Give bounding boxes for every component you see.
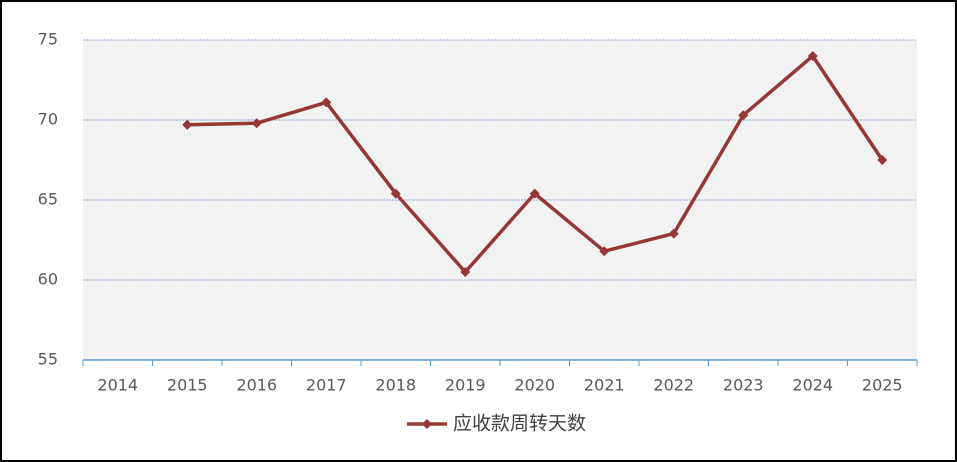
y-tick-label: 75 bbox=[38, 30, 58, 49]
x-tick-label: 2022 bbox=[653, 376, 694, 395]
y-tick-label: 65 bbox=[38, 190, 58, 209]
x-tick-label: 2020 bbox=[514, 376, 555, 395]
data-point bbox=[460, 267, 471, 277]
data-point bbox=[599, 246, 610, 257]
y-tick-label: 55 bbox=[38, 350, 58, 369]
x-tick-label: 2014 bbox=[97, 376, 138, 395]
x-tick-label: 2018 bbox=[375, 376, 416, 395]
data-point bbox=[182, 119, 193, 130]
legend-text: 应收款周转天数 bbox=[453, 413, 586, 435]
x-tick-label: 2015 bbox=[167, 376, 208, 395]
y-tick-label: 60 bbox=[38, 270, 58, 289]
data-point bbox=[668, 228, 679, 239]
data-point bbox=[529, 188, 540, 199]
legend-marker bbox=[422, 419, 432, 429]
data-point bbox=[321, 97, 332, 108]
x-tick-label: 2023 bbox=[723, 376, 764, 395]
data-point bbox=[738, 110, 749, 121]
x-tick-label: 2021 bbox=[584, 376, 625, 395]
data-point bbox=[251, 118, 262, 129]
x-tick-label: 2019 bbox=[445, 376, 486, 395]
x-tick-label: 2024 bbox=[792, 376, 833, 395]
x-tick-label: 2017 bbox=[306, 376, 347, 395]
data-point bbox=[877, 155, 888, 165]
data-point bbox=[390, 188, 401, 199]
data-point bbox=[807, 51, 818, 61]
x-tick-label: 2016 bbox=[236, 376, 277, 395]
y-tick-label: 70 bbox=[38, 110, 58, 129]
x-tick-label: 2025 bbox=[862, 376, 903, 395]
